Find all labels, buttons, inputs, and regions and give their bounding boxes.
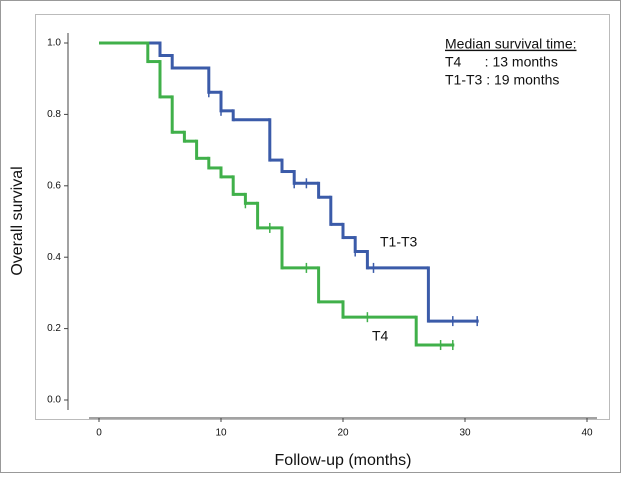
annotation: Median survival time: [445,36,577,52]
annotation: T4 : 13 months [445,54,558,70]
y-tick-label: 0.4 [47,252,61,263]
annotation: T1-T3 : 19 months [445,72,559,88]
plot-frame [35,14,610,420]
x-tick-label: 40 [581,428,593,439]
y-tick-label: 0.2 [47,323,61,334]
x-tick-label: 20 [337,428,349,439]
y-tick-label: 0.0 [47,395,61,406]
x-axis-title: Follow-up (months) [275,452,412,469]
y-tick-label: 0.8 [47,109,61,120]
x-tick-label: 0 [96,428,102,439]
series-label: T1-T3 [380,234,418,250]
y-tick-label: 0.6 [47,180,61,191]
x-tick-label: 10 [215,428,227,439]
y-tick-label: 1.0 [47,38,61,49]
series-label: T4 [372,328,389,344]
y-axis-title: Overall survival [9,166,26,275]
x-tick-label: 30 [459,428,471,439]
